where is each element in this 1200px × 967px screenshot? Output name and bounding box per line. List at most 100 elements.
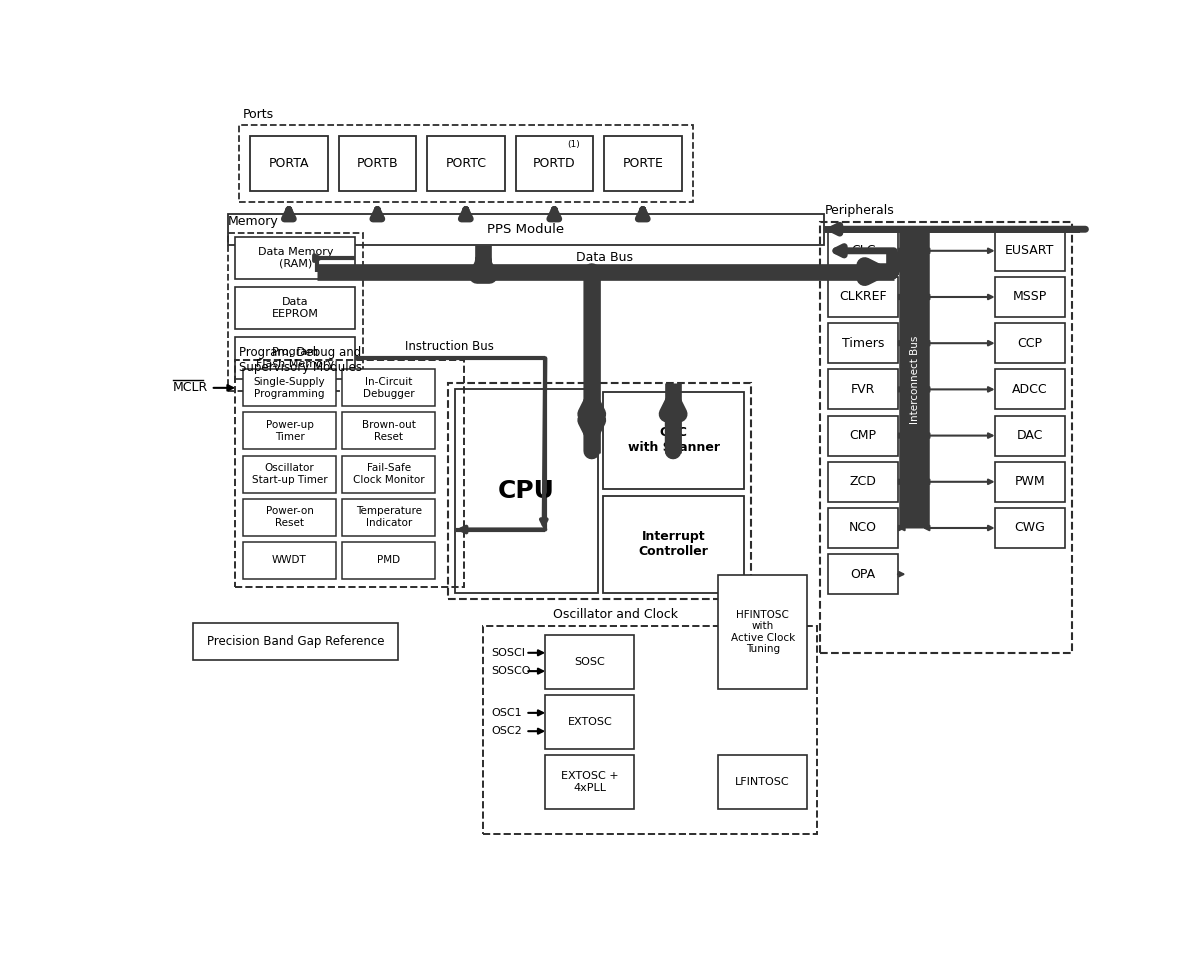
Bar	[235, 360, 464, 587]
Bar	[995, 416, 1064, 455]
Text: Precision Band Gap Reference: Precision Band Gap Reference	[206, 635, 384, 649]
Bar	[545, 755, 635, 809]
Text: OPA: OPA	[851, 568, 876, 581]
Text: In-Circuit
Debugger: In-Circuit Debugger	[362, 377, 414, 398]
Bar	[242, 455, 336, 492]
Bar	[449, 383, 751, 599]
Bar	[239, 126, 692, 202]
Bar	[427, 136, 504, 191]
Text: Power-up
Timer: Power-up Timer	[265, 421, 313, 442]
Text: Instruction Bus: Instruction Bus	[406, 339, 494, 353]
Bar	[828, 508, 898, 548]
Bar	[828, 416, 898, 455]
Text: Power-on
Reset: Power-on Reset	[265, 507, 313, 528]
Bar	[828, 231, 898, 271]
Text: PORTA: PORTA	[269, 158, 310, 170]
Bar	[338, 136, 416, 191]
Text: PPS Module: PPS Module	[487, 222, 564, 236]
Text: EXTOSC: EXTOSC	[568, 717, 612, 727]
Bar	[995, 462, 1064, 502]
Text: Program
Flash Memory: Program Flash Memory	[257, 347, 335, 369]
Text: Brown-out
Reset: Brown-out Reset	[361, 421, 415, 442]
Text: MCLR: MCLR	[173, 381, 209, 395]
Text: ADCC: ADCC	[1012, 383, 1048, 396]
Text: CLC: CLC	[851, 245, 875, 257]
Text: Program, Debug and
Supervisory Modules: Program, Debug and Supervisory Modules	[239, 346, 362, 374]
Bar	[545, 695, 635, 749]
Text: Data
EEPROM: Data EEPROM	[272, 298, 319, 319]
Text: CPU: CPU	[498, 479, 554, 503]
Bar	[455, 390, 598, 593]
Text: Fail-Safe
Clock Monitor: Fail-Safe Clock Monitor	[353, 463, 425, 484]
Bar	[228, 233, 364, 391]
Text: CRC
with Scanner: CRC with Scanner	[628, 426, 720, 454]
Bar	[828, 277, 898, 317]
Bar	[718, 755, 808, 809]
Bar	[718, 575, 808, 689]
Text: CMP: CMP	[850, 429, 876, 442]
Bar	[545, 635, 635, 689]
Bar	[828, 462, 898, 502]
Bar	[250, 136, 328, 191]
Bar	[821, 221, 1073, 653]
Bar	[235, 237, 355, 279]
Text: DAC: DAC	[1016, 429, 1043, 442]
Bar	[242, 369, 336, 406]
Bar	[342, 413, 436, 450]
Text: SOSCO: SOSCO	[491, 666, 530, 676]
Bar	[242, 499, 336, 536]
Text: Data Bus: Data Bus	[576, 250, 634, 264]
Bar	[242, 413, 336, 450]
Text: WWDT: WWDT	[272, 555, 307, 566]
Text: PMD: PMD	[377, 555, 401, 566]
Text: PORTE: PORTE	[623, 158, 664, 170]
Text: Data Memory
(RAM): Data Memory (RAM)	[258, 248, 334, 269]
Bar	[242, 542, 336, 579]
Bar	[342, 369, 436, 406]
Text: CLKREF: CLKREF	[839, 290, 887, 304]
Bar	[995, 323, 1064, 364]
Text: SOSCI: SOSCI	[491, 648, 526, 658]
Bar	[995, 369, 1064, 409]
Text: Timers: Timers	[842, 337, 884, 350]
Text: CWG: CWG	[1014, 521, 1045, 535]
Text: PORTB: PORTB	[356, 158, 398, 170]
Text: Interrupt
Controller: Interrupt Controller	[638, 530, 708, 558]
Text: Ports: Ports	[242, 108, 274, 122]
Bar	[228, 214, 824, 245]
Bar	[602, 392, 744, 488]
Bar	[995, 508, 1064, 548]
Bar	[604, 136, 682, 191]
Text: CCP: CCP	[1018, 337, 1042, 350]
Text: Oscillator
Start-up Timer: Oscillator Start-up Timer	[252, 463, 328, 484]
Bar	[995, 231, 1064, 271]
Bar	[235, 337, 355, 379]
Text: (1): (1)	[568, 140, 580, 149]
Text: MSSP: MSSP	[1013, 290, 1046, 304]
Text: ZCD: ZCD	[850, 476, 876, 488]
Text: PORTD: PORTD	[533, 158, 576, 170]
Text: EUSART: EUSART	[1004, 245, 1055, 257]
Bar	[602, 496, 744, 593]
Text: PWM: PWM	[1014, 476, 1045, 488]
Text: Peripherals: Peripherals	[824, 204, 894, 217]
Bar	[342, 499, 436, 536]
Text: OSC1: OSC1	[491, 708, 522, 718]
Text: Interconnect Bus: Interconnect Bus	[910, 336, 920, 424]
Bar	[995, 277, 1064, 317]
Text: OSC2: OSC2	[491, 726, 522, 736]
Bar	[484, 626, 816, 834]
Text: NCO: NCO	[850, 521, 877, 535]
Text: LFINTOSC: LFINTOSC	[736, 777, 790, 787]
Text: Single-Supply
Programming: Single-Supply Programming	[253, 377, 325, 398]
Text: PORTC: PORTC	[445, 158, 486, 170]
Text: SOSC: SOSC	[575, 657, 605, 667]
Text: Memory: Memory	[228, 216, 278, 228]
Bar	[193, 624, 398, 660]
Text: HFINTOSC
with
Active Clock
Tuning: HFINTOSC with Active Clock Tuning	[731, 609, 794, 655]
Text: FVR: FVR	[851, 383, 875, 396]
Bar	[342, 542, 436, 579]
Text: Temperature
Indicator: Temperature Indicator	[355, 507, 421, 528]
Text: EXTOSC +
4xPLL: EXTOSC + 4xPLL	[562, 772, 619, 793]
Bar	[235, 287, 355, 330]
